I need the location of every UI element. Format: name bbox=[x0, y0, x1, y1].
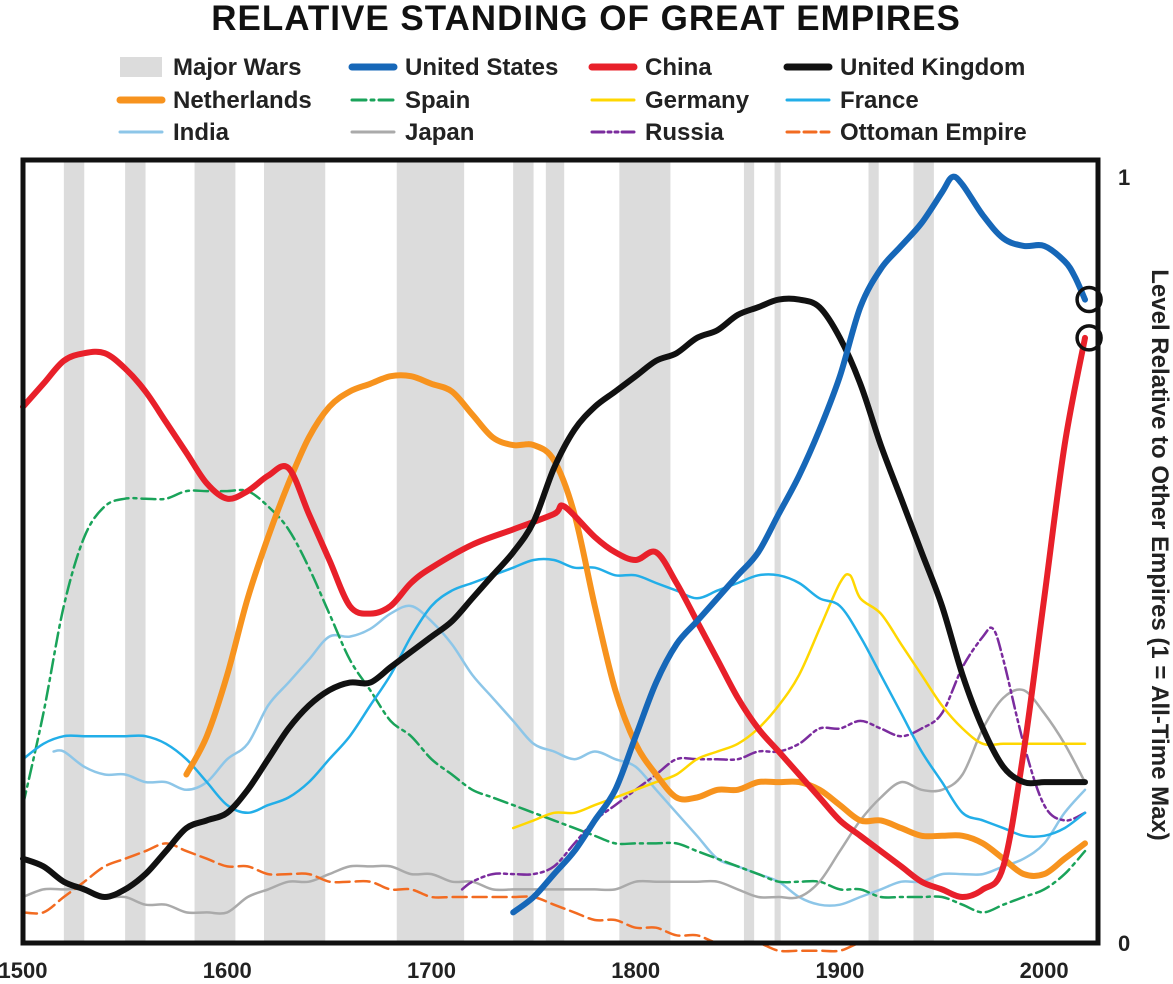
plot-lines bbox=[20, 173, 1088, 953]
y-tick-label-0: 0 bbox=[1118, 931, 1130, 956]
series-line-united-kingdom bbox=[20, 295, 1088, 900]
legend-label-china: China bbox=[645, 54, 712, 81]
legend-swatch-major-wars bbox=[120, 57, 162, 77]
plot-frame bbox=[20, 157, 1101, 946]
legend-label-united-states: United States bbox=[405, 54, 558, 81]
highlight-markers bbox=[1075, 285, 1103, 352]
legend-label-germany: Germany bbox=[645, 87, 750, 114]
x-tick-label-1800: 1800 bbox=[611, 958, 660, 983]
legend-label-ottoman-empire: Ottoman Empire bbox=[840, 119, 1027, 146]
legend: Major Wars United States China United Kingd… bbox=[116, 54, 1027, 146]
highlight-united-states bbox=[1075, 285, 1103, 314]
x-tick-label-2000: 2000 bbox=[1020, 958, 1069, 983]
legend-label-japan: Japan bbox=[405, 119, 474, 146]
war-band-3 bbox=[263, 160, 326, 943]
legend-label-united-kingdom: United Kingdom bbox=[840, 54, 1025, 81]
x-tick-label-1700: 1700 bbox=[407, 958, 456, 983]
series-line-india bbox=[52, 604, 1087, 907]
series-line-netherlands bbox=[183, 372, 1088, 879]
series-line-spain bbox=[21, 488, 1087, 914]
y-axis-title: Level Relative to Other Empires (1 = All… bbox=[1146, 269, 1173, 841]
series-line-france bbox=[21, 557, 1087, 838]
legend-label-major-wars: Major Wars bbox=[173, 54, 301, 81]
legend-label-india: India bbox=[173, 119, 230, 146]
x-tick-label-1600: 1600 bbox=[203, 958, 252, 983]
war-band-6 bbox=[545, 160, 565, 943]
series-line-china bbox=[20, 334, 1088, 900]
war-band-5 bbox=[513, 160, 534, 943]
legend-label-france: France bbox=[840, 87, 919, 114]
war-band-8 bbox=[743, 160, 755, 943]
chart-title: RELATIVE STANDING OF GREAT EMPIRES bbox=[211, 0, 961, 38]
series-line-united-states bbox=[510, 173, 1088, 916]
war-band-1 bbox=[125, 160, 146, 943]
war-band-7 bbox=[619, 160, 671, 943]
legend-label-netherlands: Netherlands bbox=[173, 87, 312, 114]
y-axis-ticks: 01 bbox=[1118, 165, 1130, 956]
y-tick-label-1: 1 bbox=[1118, 165, 1130, 190]
x-tick-label-1900: 1900 bbox=[815, 958, 864, 983]
legend-label-spain: Spain bbox=[405, 87, 470, 114]
war-band-2 bbox=[194, 160, 236, 943]
highlight-china bbox=[1075, 324, 1103, 352]
x-axis-ticks: 1500 1600 1700 1800 1900 2000 bbox=[0, 958, 1069, 983]
legend-label-russia: Russia bbox=[645, 119, 724, 146]
x-tick-label-1500: 1500 bbox=[0, 958, 47, 983]
war-band-10 bbox=[868, 160, 879, 943]
war-band-9 bbox=[774, 160, 781, 943]
war-band-0 bbox=[63, 160, 85, 943]
series-line-japan bbox=[21, 688, 1087, 915]
